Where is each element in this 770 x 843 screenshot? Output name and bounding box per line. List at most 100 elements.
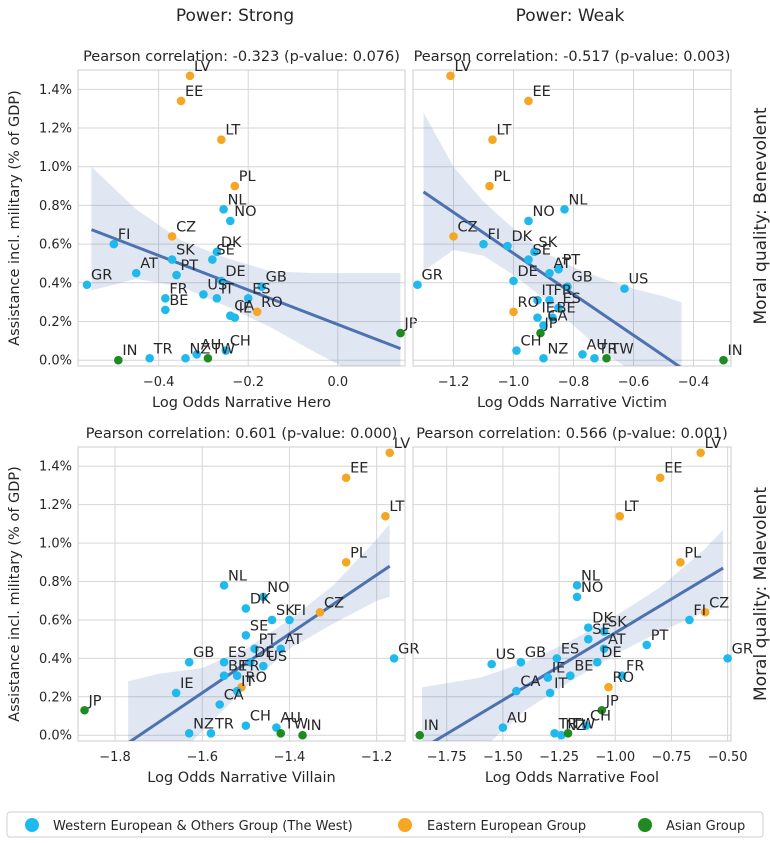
point-label-sk: SK [539,235,558,251]
legend: Western European & Others Group (The Wes… [6,811,764,838]
point-sk [167,255,177,264]
point-ee [655,473,665,483]
point-label-fi: FI [118,227,131,243]
y-tick-label: 1.0% [39,537,72,552]
point-tw [276,729,286,738]
point-label-jp: JP [404,316,418,332]
point-label-no: NO [234,204,256,220]
point-lt [381,511,390,521]
point-it [232,686,242,696]
x-tick-label: −1.75 [427,750,467,765]
panel-title: Pearson correlation: 0.566 (p-value: 0.0… [416,426,728,442]
point-lv [385,448,395,458]
point-nz [539,353,548,363]
point-label-no: NO [581,580,603,596]
x-tick-label: −0.2 [232,375,264,390]
plot-frame [77,446,406,742]
point-ee [341,473,351,483]
x-tick-label: 0.0 [327,375,348,390]
point-in [415,730,425,740]
point-label-fr: FR [626,659,644,675]
point-au [192,350,202,359]
point-at [276,644,286,654]
point-tw [602,353,611,363]
point-pl [341,557,351,567]
point-label-es: ES [252,281,270,297]
point-label-ch: CH [230,334,251,350]
point-label-ch: CH [521,334,542,350]
point-label-fi: FI [293,603,306,619]
point-ro [509,307,518,317]
point-label-ro: RO [261,295,283,311]
point-lt [615,511,625,521]
point-in [719,355,728,365]
x-tick-label: −1.6 [186,750,218,765]
plot-frame [77,69,406,367]
point-be [219,671,229,680]
point-label-se: SE [250,618,268,634]
x-tick-label: −1.8 [99,750,131,765]
point-nz [181,353,190,363]
point-label-ie: IE [180,676,193,692]
point-us [199,290,208,299]
point-label-us: US [629,272,649,288]
point-gb [257,282,266,291]
point-label-pt: PT [651,628,669,644]
legend-label-asian: Asian Group [666,819,745,834]
point-nz [184,729,194,738]
point-fr [617,671,627,680]
point-label-gr: GR [91,268,112,284]
point-label-gr: GR [422,268,443,284]
point-jp [536,328,545,338]
point-us [620,284,629,293]
x-axis-label: Log Odds Narrative Victim [477,395,667,411]
point-label-lv: LV [705,436,721,452]
point-tr [145,353,154,363]
point-label-be: BE [169,293,188,309]
point-label-nl: NL [228,568,247,584]
column-title-strong: Power: Strong [176,6,294,26]
point-label-fr: FR [169,281,187,297]
point-label-pt: PT [181,258,199,274]
point-tr [206,729,216,738]
point-gb [516,657,526,667]
point-pt [172,270,181,280]
point-no [226,216,235,226]
point-us [487,659,496,669]
point-be [566,671,575,680]
point-fr [161,293,170,303]
y-tick-label: 1.4% [39,83,72,98]
point-label-es: ES [563,291,581,307]
x-tick-label: −1.50 [483,750,523,765]
point-dk [241,604,251,613]
point-label-gb: GB [193,645,214,661]
point-label-lt: LT [225,123,240,139]
point-label-ee: EE [664,461,682,477]
point-label-jp: JP [88,693,102,709]
y-tick-label: 1.2% [39,122,72,137]
x-axis-label: Log Odds Narrative Villain [147,770,335,786]
confidence-band [422,529,724,741]
point-dk [583,623,593,632]
point-ie [533,313,542,322]
x-tick-label: −1.25 [539,750,579,765]
point-ie [230,313,240,322]
point-at [545,268,554,278]
point-it [212,293,222,303]
point-label-gb: GB [572,270,593,286]
point-label-ca: CA [234,299,254,315]
point-label-nz: NZ [193,716,214,732]
point-pl [676,557,685,567]
point-label-it: IT [241,674,254,690]
point-label-in: IN [307,718,322,734]
point-label-cz: CZ [458,219,478,235]
point-label-cz: CZ [324,595,344,611]
x-axis-label: Log Odds Narrative Hero [152,395,331,411]
point-sk [599,627,609,636]
y-tick-label: 0.6% [39,238,72,253]
point-nz [557,730,566,740]
point-label-ee: EE [185,84,203,100]
point-jp [597,705,607,715]
point-label-au: AU [201,337,222,353]
